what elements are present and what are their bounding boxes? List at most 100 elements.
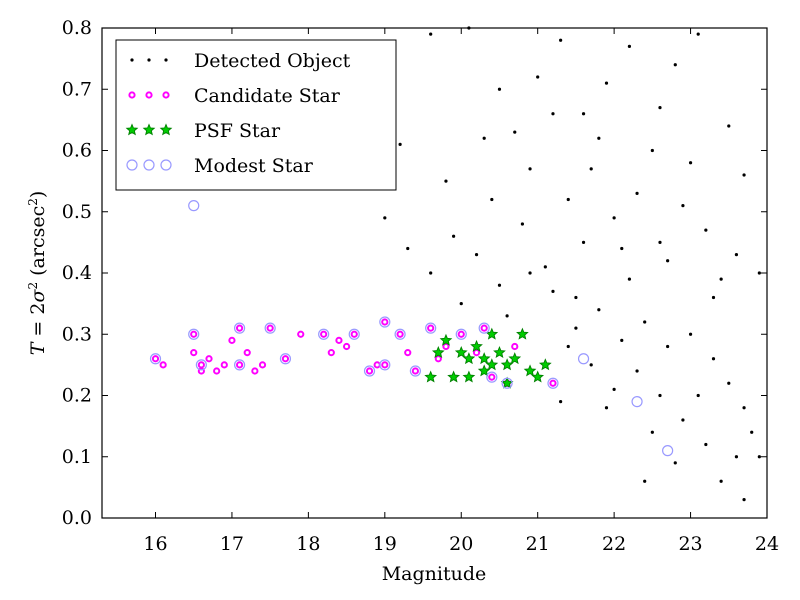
detected-object-point	[673, 63, 677, 67]
psf-star-point	[477, 352, 491, 365]
legend-marker-detected-object	[130, 58, 134, 62]
y-tick-labels: 0.0 0.1 0.2 0.3 0.4 0.5 0.6 0.7 0.8	[62, 17, 92, 529]
series-modest-star	[149, 200, 674, 457]
legend-entries: Detected Object Candidate Star PSF Star Mod…	[125, 50, 351, 177]
detected-object-point	[543, 265, 547, 269]
y-axis-label: T = 2σ2 (arcsec2)	[26, 191, 49, 356]
detected-object-point	[612, 387, 616, 391]
modest-star-point	[455, 328, 467, 340]
x-axis-label: Magnitude	[382, 563, 487, 585]
detected-object-point	[444, 179, 448, 183]
detected-object-point	[673, 461, 677, 465]
detected-object-point	[566, 344, 570, 349]
detected-object-point	[574, 295, 578, 300]
y-tick-label: 0.1	[62, 446, 92, 468]
detected-object-point	[482, 136, 486, 140]
legend: Detected Object Candidate Star PSF Star Mod…	[115, 39, 397, 191]
psf-star-point	[516, 327, 529, 340]
candidate-star-point	[197, 361, 205, 369]
detected-object-point	[589, 363, 593, 367]
detected-object-point	[704, 228, 708, 232]
detected-object-point	[574, 326, 578, 330]
candidate-star-point	[373, 361, 381, 369]
candidate-star-point	[320, 330, 328, 338]
y-tick-label: 0.8	[62, 17, 92, 39]
detected-object-point	[551, 112, 555, 116]
psf-star-point	[470, 339, 483, 352]
candidate-star-point	[159, 361, 167, 369]
detected-object-point	[490, 197, 494, 202]
x-tick-label: 23	[678, 533, 702, 555]
legend-entry-candidate-star: Candidate Star	[128, 85, 341, 107]
detected-object-point	[505, 314, 509, 318]
detected-object-point	[688, 332, 693, 336]
candidate-star-point	[213, 367, 221, 375]
detected-object-point	[650, 148, 654, 153]
y-label-sigma: σ	[27, 289, 49, 303]
candidate-star-point	[205, 355, 213, 363]
x-tick-label: 17	[220, 533, 244, 555]
candidate-star-point	[488, 373, 496, 381]
detected-object-point	[757, 271, 761, 275]
detected-object-point	[528, 167, 532, 171]
detected-object-point	[429, 32, 433, 36]
candidate-star-point	[297, 330, 305, 338]
detected-object-point	[635, 191, 639, 195]
detected-object-point	[620, 246, 624, 251]
detected-object-point	[604, 81, 609, 85]
psf-star-point	[477, 364, 491, 377]
detected-object-point	[719, 277, 723, 281]
candidate-star-point	[427, 324, 435, 332]
y-tick-label: 0.0	[62, 507, 92, 529]
legend-marker-modest-star	[143, 159, 155, 171]
detected-object-point	[513, 130, 517, 134]
psf-star-point	[485, 358, 499, 371]
candidate-star-point	[243, 349, 251, 357]
detected-object-point	[711, 295, 716, 300]
candidate-star-point	[442, 342, 450, 351]
modest-star-point	[425, 322, 437, 334]
detected-object-point	[474, 253, 479, 257]
detected-object-point	[681, 418, 685, 422]
y-label-lhs: T	[27, 341, 49, 355]
legend-label-psf-star: PSF Star	[194, 120, 281, 142]
detected-object-point	[559, 38, 563, 42]
x-tick-label: 20	[449, 533, 473, 555]
psf-star-point	[538, 358, 552, 371]
modest-star-point	[279, 353, 292, 365]
legend-box	[115, 39, 397, 191]
y-tick-label: 0.3	[62, 323, 92, 345]
modest-star-point	[188, 328, 200, 340]
candidate-star-point	[258, 361, 267, 369]
candidate-star-point	[151, 355, 160, 363]
detected-object-point	[696, 393, 700, 398]
series-candidate-star	[151, 318, 557, 387]
y-tick-label: 0.5	[62, 201, 92, 223]
psf-star-point	[500, 358, 514, 371]
candidate-star-point	[190, 349, 198, 357]
legend-entry-modest-star: Modest Star	[126, 155, 314, 177]
detected-object-point	[406, 246, 410, 251]
detected-object-point	[742, 498, 746, 502]
modest-star-point	[233, 322, 246, 334]
x-tick-label: 16	[143, 533, 167, 555]
legend-label-candidate-star: Candidate Star	[194, 85, 341, 107]
modest-star-point	[501, 377, 513, 389]
detected-object-point	[604, 406, 609, 410]
candidate-star-point	[457, 330, 465, 338]
series-psf-star	[424, 327, 552, 389]
detected-object-point	[643, 320, 647, 324]
detected-object-point	[658, 240, 662, 244]
legend-marker-detected-object	[164, 58, 168, 62]
detected-object-point	[627, 44, 632, 48]
detected-object-point	[658, 106, 662, 110]
detected-object-point	[711, 357, 716, 361]
y-label-sq: 2	[26, 282, 40, 290]
modest-star-point	[662, 445, 674, 457]
detected-object-point	[696, 32, 700, 36]
x-tick-label: 18	[296, 533, 320, 555]
candidate-star-point	[251, 367, 259, 375]
legend-marker-candidate-star	[162, 91, 170, 99]
modest-star-point	[486, 371, 498, 383]
legend-entry-psf-star: PSF Star	[125, 120, 281, 142]
